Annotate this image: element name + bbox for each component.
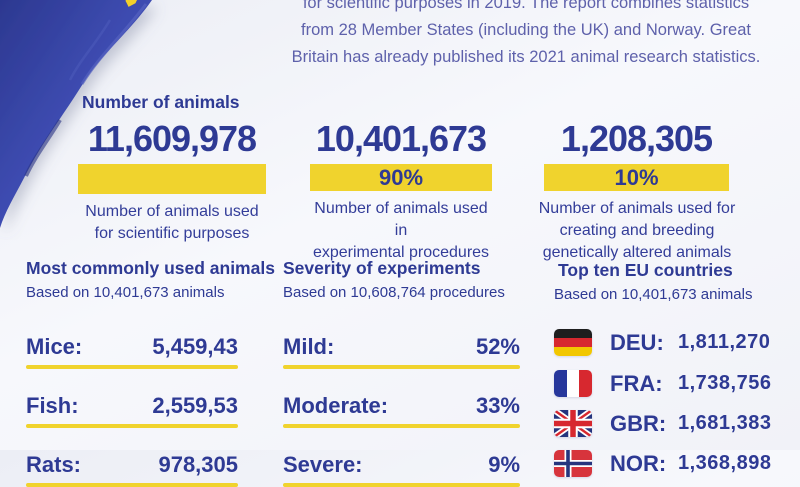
mice-value: 5,459,43 [152, 334, 238, 359]
mice-underline [26, 365, 238, 369]
moderate-underline [283, 424, 520, 428]
country-value-gbr: 1,681,383 [678, 412, 772, 434]
country-code-gbr: GBR: [610, 410, 667, 436]
mice-row: Mice: 5,459,43 [26, 334, 238, 369]
country-code-fra: FRA: [610, 370, 663, 396]
stat-card-genetically-altered: 1,208,305 10% Number of animals used for… [539, 118, 736, 264]
stat-caption-total: Number of animals used for scientific pu… [85, 203, 259, 242]
eu-star-icon [125, 0, 140, 7]
stat-value-total: 11,609,978 [87, 118, 257, 159]
intro-paragraph: for scientific purposes in 2019. The rep… [252, 0, 800, 71]
intro-line-1: for scientific purposes in 2019. The rep… [302, 0, 750, 12]
country-value-nor: 1,368,898 [678, 452, 772, 474]
top-countries-section: Top ten EU countries Based on 10,401,673… [554, 260, 786, 477]
rats-label: Rats: [26, 452, 82, 477]
mild-underline [283, 365, 520, 369]
country-value-fra: 1,738,756 [678, 372, 772, 394]
top-countries-title: Top ten EU countries [558, 260, 733, 280]
severe-underline [283, 483, 520, 487]
severe-row: Severe: 9% [283, 452, 520, 487]
fish-underline [26, 424, 238, 428]
moderate-value: 33% [475, 393, 520, 418]
country-code-deu: DEU: [610, 329, 664, 355]
fish-row: Fish: 2,559,53 [26, 393, 238, 428]
rats-value: 978,305 [158, 452, 238, 477]
norway-flag-icon [554, 450, 592, 477]
stat-caption-genetic: Number of animals used for creating and … [538, 200, 736, 261]
mild-row: Mild: 52% [283, 334, 520, 369]
mild-label: Mild: [283, 334, 335, 359]
country-row-deu: DEU: 1,811,270 [554, 329, 786, 356]
stat-badge-90pct: 90% [310, 164, 492, 191]
stat-card-experimental: 10,401,673 90% Number of animals used in… [310, 118, 492, 264]
severe-label: Severe: [283, 452, 363, 477]
country-row-fra: FRA: 1,738,756 [554, 370, 786, 397]
moderate-label: Moderate: [283, 393, 389, 418]
germany-flag-icon [554, 329, 592, 356]
country-row-gbr: GBR: 1,681,383 [554, 410, 786, 437]
moderate-row: Moderate: 33% [283, 393, 520, 428]
stat-bar-total [78, 164, 266, 194]
severity-title: Severity of experiments [283, 258, 481, 278]
most-common-animals-section: Most commonly used animals Based on 10,4… [26, 258, 275, 487]
most-common-subtitle: Based on 10,401,673 animals [26, 284, 225, 301]
number-of-animals-label: Number of animals [82, 92, 240, 112]
stat-card-total-animals: 11,609,978 Number of animals used for sc… [78, 118, 266, 245]
stat-value-experimental: 10,401,673 [315, 118, 487, 159]
stat-value-genetic: 1,208,305 [560, 118, 713, 159]
country-code-nor: NOR: [610, 450, 667, 476]
uk-flag-icon [554, 410, 592, 437]
mild-value: 52% [475, 334, 520, 359]
mice-label: Mice: [26, 334, 83, 359]
severity-subtitle: Based on 10,608,764 procedures [283, 284, 505, 301]
country-row-nor: NOR: 1,368,898 [554, 450, 786, 477]
intro-line-3: Britain has already published its 2021 a… [291, 48, 761, 66]
country-value-deu: 1,811,270 [678, 331, 771, 353]
severity-section: Severity of experiments Based on 10,608,… [283, 258, 520, 487]
stat-caption-experimental: Number of animals used in experimental p… [312, 200, 490, 261]
rats-underline [26, 483, 238, 487]
rats-row: Rats: 978,305 [26, 452, 238, 487]
fish-value: 2,559,53 [152, 393, 238, 418]
severe-value: 9% [488, 452, 520, 477]
fish-label: Fish: [26, 393, 79, 418]
france-flag-icon [554, 370, 592, 397]
top-countries-subtitle: Based on 10,401,673 animals [554, 286, 753, 303]
most-common-title: Most commonly used animals [26, 258, 275, 278]
intro-line-2: from 28 Member States (including the UK)… [301, 21, 751, 39]
stat-badge-10pct: 10% [544, 164, 729, 191]
